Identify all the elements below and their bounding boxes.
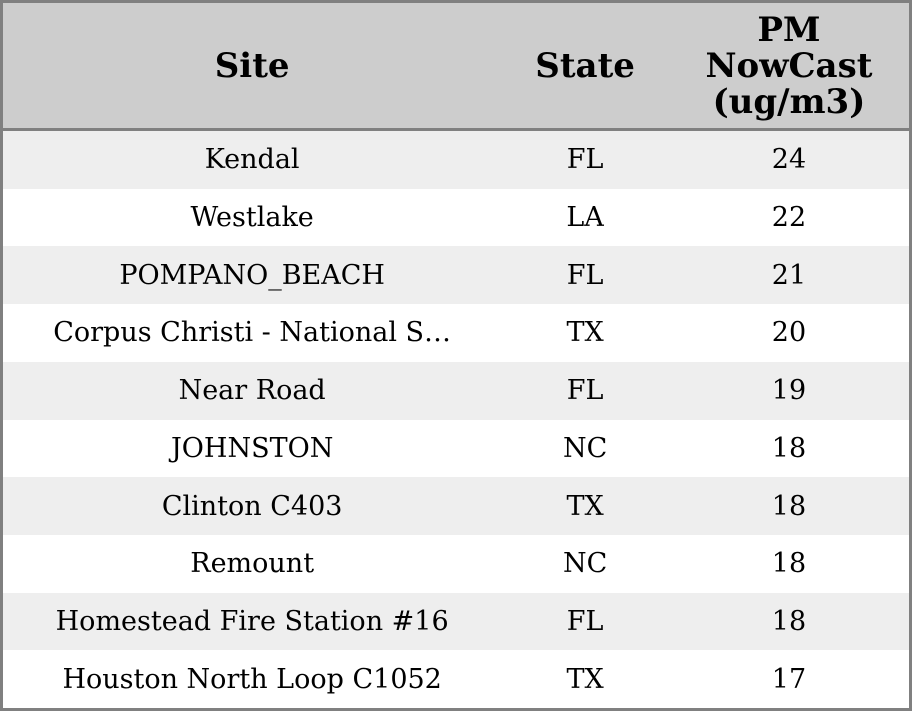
state-cell: FL — [566, 144, 604, 176]
site-cell: Westlake — [190, 202, 314, 234]
state-cell: FL — [566, 259, 604, 291]
state-cell: NC — [562, 548, 608, 580]
table-row: Westlake LA 22 — [3, 188, 909, 247]
site-cell: POMPANO_BEACH — [119, 259, 385, 291]
table-row: Clinton C403 TX 18 — [3, 477, 909, 535]
state-cell: LA — [566, 202, 604, 234]
table-body: Kendal FL 24 Westlake LA 22 POMPANO_BEAC… — [3, 131, 909, 708]
pm-value-cell: 18 — [771, 548, 807, 580]
state-cell: TX — [566, 317, 604, 349]
site-cell: Houston North Loop C1052 — [62, 663, 442, 695]
site-cell: Homestead Fire Station #16 — [55, 605, 449, 637]
table-row: Corpus Christi - National S… TX 20 — [3, 304, 909, 362]
table-row: Remount NC 18 — [3, 534, 909, 593]
pm-value-cell: 17 — [771, 663, 807, 695]
table-row: Near Road FL 19 — [3, 361, 909, 420]
pm-value-cell: 22 — [771, 202, 807, 234]
site-cell: Clinton C403 — [161, 490, 343, 522]
column-header-state: State — [535, 45, 635, 86]
column-header-pm-nowcast: PM NowCast (ug/m3) — [669, 3, 909, 128]
pm-value-cell: 21 — [771, 259, 807, 291]
pm-nowcast-header-lines: PM NowCast (ug/m3) — [705, 12, 872, 120]
pm-header-line-3: (ug/m3) — [712, 81, 866, 122]
table-row: JOHNSTON NC 18 — [3, 419, 909, 478]
pm-value-cell: 24 — [771, 144, 807, 176]
table-row: Houston North Loop C1052 TX 17 — [3, 650, 909, 708]
table-row: Homestead Fire Station #16 FL 18 — [3, 592, 909, 651]
site-cell: JOHNSTON — [170, 432, 334, 464]
pm-value-cell: 18 — [771, 432, 807, 464]
table-header-row: Site State PM NowCast (ug/m3) — [3, 3, 909, 131]
site-cell: Near Road — [178, 375, 326, 407]
pm-value-cell: 18 — [771, 490, 807, 522]
table-row: Kendal FL 24 — [3, 131, 909, 189]
pm-header-line-1: PM — [757, 9, 821, 50]
state-cell: TX — [566, 490, 604, 522]
pm-value-cell: 19 — [771, 375, 807, 407]
state-cell: FL — [566, 375, 604, 407]
site-cell: Remount — [190, 548, 315, 580]
state-cell: NC — [562, 432, 608, 464]
column-header-site: Site — [214, 45, 290, 86]
site-cell: Kendal — [204, 144, 300, 176]
pm-value-cell: 20 — [771, 317, 807, 349]
pm-value-cell: 18 — [771, 605, 807, 637]
table-row: POMPANO_BEACH FL 21 — [3, 246, 909, 305]
pm-header-line-2: NowCast — [705, 45, 873, 86]
state-cell: FL — [566, 605, 604, 637]
site-cell: Corpus Christi - National S… — [53, 317, 452, 349]
state-cell: TX — [566, 663, 604, 695]
